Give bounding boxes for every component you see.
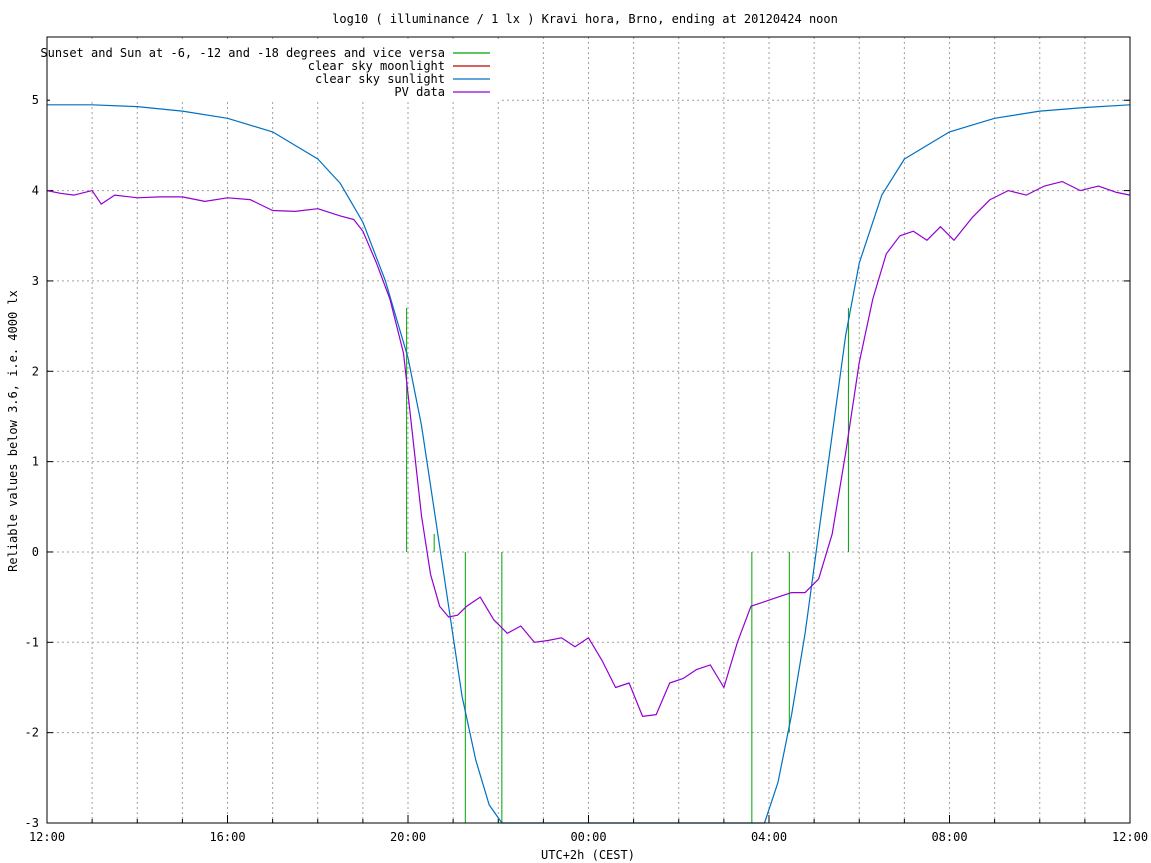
y-tick-label: 2 [32,364,39,378]
x-axis: 12:00 16:00 20:00 00:00 04:00 08:00 12:00 [29,815,1148,844]
y-tick-label: -1 [25,635,39,649]
x-tick-label: 16:00 [209,830,245,844]
legend-label: clear sky moonlight [308,59,445,73]
y-tick-label: 5 [32,93,39,107]
x-tick-label: 00:00 [570,830,606,844]
legend-label: Sunset and Sun at -6, -12 and -18 degree… [40,46,445,60]
y-tick-label: -3 [25,816,39,830]
y-axis-label: Reliable values below 3.6, i.e. 4000 lx [6,290,20,572]
x-tick-label: 08:00 [931,830,967,844]
chart-title: log10 ( illuminance / 1 lx ) Kravi hora,… [332,12,838,26]
y-tick-label: 3 [32,274,39,288]
plot-frame [46,36,1131,824]
sun-marker-layer [406,308,849,823]
legend: Sunset and Sun at -6, -12 and -18 degree… [40,40,500,102]
y-tick-label: -2 [25,726,39,740]
x-tick-label: 12:00 [1112,830,1148,844]
pv-data-line [46,181,1131,718]
y-tick-label: 4 [32,184,39,198]
legend-label: PV data [394,85,445,99]
x-tick-label: 20:00 [390,830,426,844]
y-tick-label: 1 [32,455,39,469]
y-axis: -3 -2 -1 0 1 2 3 4 5 [25,93,1130,830]
series-layer [46,104,1131,824]
x-tick-label: 12:00 [29,830,65,844]
legend-label: clear sky sunlight [315,72,445,86]
grid-layer [47,37,1130,823]
x-tick-label: 04:00 [751,830,787,844]
x-axis-label: UTC+2h (CEST) [541,848,635,862]
legend-box [50,40,500,102]
y-tick-label: 0 [32,545,39,559]
sunlight-line [47,104,1131,824]
